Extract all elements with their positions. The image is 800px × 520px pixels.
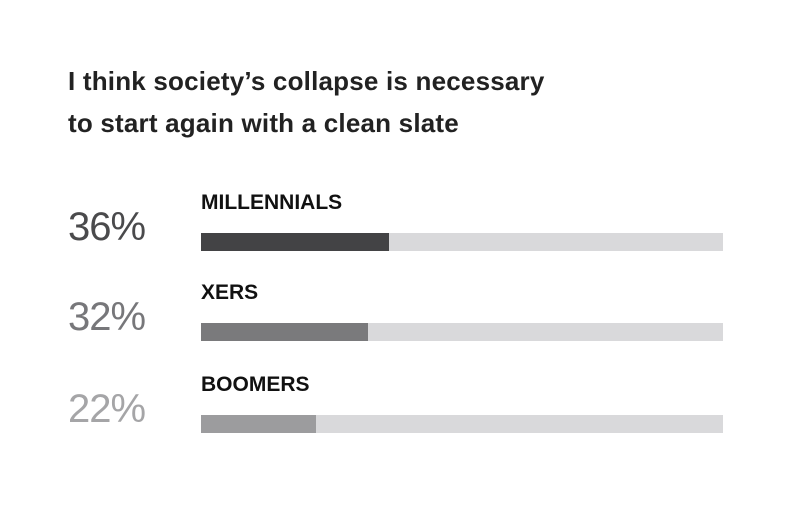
- title-line-1: I think society’s collapse is necessary: [68, 66, 545, 96]
- bar-fill: [201, 323, 369, 341]
- value-label: 32%: [68, 295, 146, 339]
- category-label: XERS: [201, 281, 259, 304]
- bar-track: [201, 233, 723, 251]
- bar-track: [201, 415, 723, 433]
- bar-fill: [201, 415, 316, 433]
- category-label: MILLENNIALS: [201, 191, 343, 214]
- bar-fill: [201, 233, 389, 251]
- chart-title: I think society’s collapse is necessary …: [68, 60, 545, 144]
- value-label: 22%: [68, 387, 146, 431]
- value-label: 36%: [68, 205, 146, 249]
- bar-track: [201, 323, 723, 341]
- category-label: BOOMERS: [201, 373, 310, 396]
- title-line-2: to start again with a clean slate: [68, 108, 459, 138]
